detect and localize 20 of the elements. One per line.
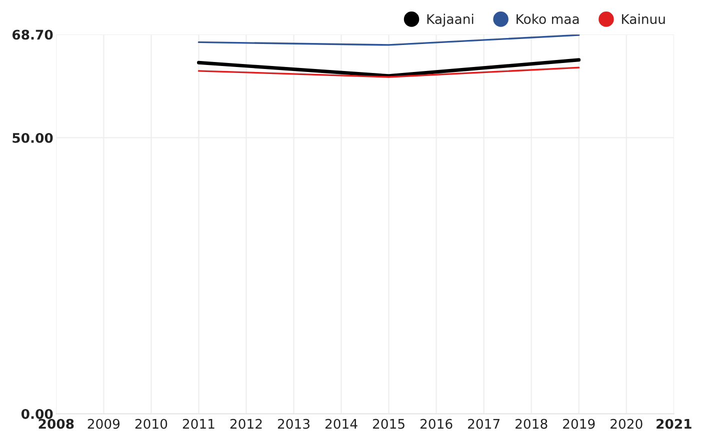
x-tick-label: 2013 (278, 418, 310, 429)
x-tick-label: 2010 (135, 418, 168, 429)
x-tick-label: 2019 (563, 418, 595, 429)
legend-label: Koko maa (516, 14, 579, 24)
y-tick-label: 68.70 (12, 30, 53, 40)
x-tick-label: 2011 (182, 418, 214, 429)
x-tick-label: 2017 (468, 418, 500, 429)
x-tick-label: 2016 (420, 418, 452, 429)
x-tick-label: 2009 (88, 418, 120, 429)
y-tick-label: 50.00 (12, 132, 53, 143)
legend-label: Kajaani (427, 14, 474, 27)
legend-label: Kainuu (622, 14, 665, 24)
x-tick-label: 2008 (38, 418, 74, 429)
x-tick-label: 2012 (230, 418, 262, 429)
x-tick-label: 2015 (372, 418, 404, 429)
x-tick-label: 2014 (325, 418, 358, 429)
x-tick-label: 2020 (610, 418, 642, 429)
x-tick-label: 2018 (516, 418, 548, 429)
y-tick-label: 0.00 (21, 408, 53, 419)
x-tick-label: 2021 (656, 418, 692, 429)
